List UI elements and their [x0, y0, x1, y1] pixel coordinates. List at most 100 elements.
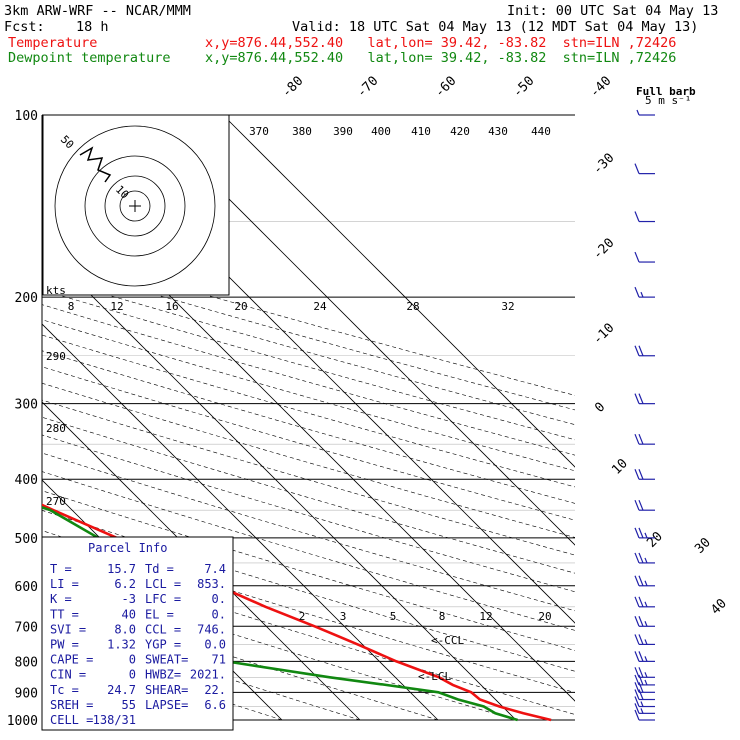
isotherm-line [42, 245, 517, 721]
parcel-panel-frame [41, 536, 234, 731]
theta-left-label: 280 [46, 422, 66, 435]
theta-tick-label: 400 [371, 125, 391, 138]
barb-flag [638, 393, 644, 404]
barb-flag [634, 433, 640, 445]
barb-flag [638, 689, 644, 700]
parcel-value: 0 [129, 668, 136, 682]
parcel-label: T = [50, 562, 72, 576]
barb-flag [634, 616, 640, 627]
level-annotation: <-LCL [418, 670, 451, 683]
barb-half-flag [644, 679, 648, 686]
parcel-value: 55 [122, 698, 136, 712]
parcel-value: 853. [197, 577, 226, 591]
barb-flag [638, 682, 644, 693]
barb-flag [638, 596, 644, 608]
parcel-label: HWBZ= [145, 668, 181, 682]
parcel-label: EL = [145, 607, 174, 621]
barb-flag [634, 634, 640, 645]
barb-flag [634, 651, 640, 662]
isotherm-tick-label: -80 [279, 74, 306, 101]
model-title: 3km ARW-WRF -- NCAR/MMM [4, 3, 191, 19]
level-annotation: <-CCL [431, 634, 464, 647]
barb-flag [634, 596, 640, 608]
wind-barb [634, 709, 655, 721]
isotherm-tick-label: -60 [432, 74, 459, 101]
temperature-location: x,y=876.44,552.40 lat,lon= 39.42, -83.82… [205, 35, 677, 51]
isotherm-tick-label: -20 [590, 236, 617, 263]
wind-barb [634, 163, 655, 175]
wind-barb [634, 696, 655, 708]
isotherm-tick-label: 0 [592, 400, 608, 416]
parcel-value: 15.7 [107, 562, 136, 576]
parcel-label: CAPE = [50, 653, 93, 667]
parcel-label: SWEAT= [145, 653, 188, 667]
barb-flag [638, 674, 644, 686]
barb-half-flag [644, 672, 648, 678]
theta-tick-label: 430 [488, 125, 508, 138]
pressure-tick-label: 1000 [7, 714, 38, 729]
parcel-title: Parcel Info [88, 541, 167, 555]
dry-adiabat-line [42, 452, 575, 612]
parcel-value: 8.0 [114, 622, 136, 636]
barb-flag [634, 499, 640, 511]
wind-barb [634, 667, 655, 678]
parcel-label: CELL = [50, 713, 93, 727]
dry-adiabat-line [42, 490, 575, 651]
wind-barb [634, 393, 655, 405]
barb-flag [634, 682, 640, 693]
isotherm-tick-label: 40 [708, 596, 730, 618]
isotherm-tick-label: -30 [590, 151, 617, 178]
dry-adiabat-line [42, 261, 575, 411]
pressure-tick-label: 700 [15, 620, 38, 635]
isotherm-tick-label: 30 [692, 535, 714, 557]
pressure-tick-label: 900 [15, 686, 38, 701]
parcel-label: K = [50, 592, 72, 606]
wind-barb [634, 552, 655, 564]
parcel-value: 2021. [190, 668, 226, 682]
dry-adiabat-line [42, 334, 575, 488]
full-barb-value: 5 m s⁻¹ [645, 94, 691, 107]
dewpoint-location: x,y=876.44,552.40 lat,lon= 39.42, -83.82… [205, 50, 677, 66]
dry-adiabat-line [42, 530, 575, 693]
isotherm-tick-label: -50 [510, 74, 537, 101]
parcel-value: 7.4 [204, 562, 226, 576]
pressure-tick-label: 100 [15, 109, 38, 124]
dry-adiabat-line [42, 434, 575, 593]
barb-half-flag [644, 621, 648, 627]
hodograph-ring [119, 190, 151, 222]
isotherm-line [144, 115, 575, 546]
parcel-value: 0. [212, 607, 226, 621]
wind-barb [634, 596, 655, 608]
wind-barb [634, 527, 655, 539]
parcel-value: 138/31 [93, 713, 136, 727]
parcel-value: 746. [197, 622, 226, 636]
theta-tick-label: 370 [249, 125, 269, 138]
wind-barb [634, 469, 655, 480]
parcel-value: 24.7 [107, 683, 136, 697]
parcel-value: 0. [212, 592, 226, 606]
wind-barb [634, 211, 655, 223]
wind-axis-tick-label: 28 [406, 300, 419, 313]
wind-barb [634, 651, 655, 662]
theta-tick-label: 410 [411, 125, 431, 138]
wind-barb [636, 109, 655, 116]
wind-axis-tick-label: 12 [110, 300, 123, 313]
wind-barb [634, 689, 655, 701]
mixing-ratio-label: 8 [439, 610, 446, 623]
isotherm-line [222, 115, 575, 468]
barb-half-flag [644, 532, 648, 539]
barb-flag [634, 689, 640, 700]
wind-barb [634, 499, 655, 511]
pressure-tick-label: 600 [15, 580, 38, 595]
barb-half-flag [640, 708, 644, 714]
hodograph-frame [42, 114, 230, 296]
barb-flag [634, 469, 640, 480]
isotherm-tick-label: -10 [590, 321, 617, 348]
parcel-value: 22. [204, 683, 226, 697]
hodograph-trace [79, 146, 112, 183]
wind-barb [634, 616, 655, 627]
wind-barb [634, 682, 655, 693]
parcel-value: 1.32 [107, 638, 136, 652]
